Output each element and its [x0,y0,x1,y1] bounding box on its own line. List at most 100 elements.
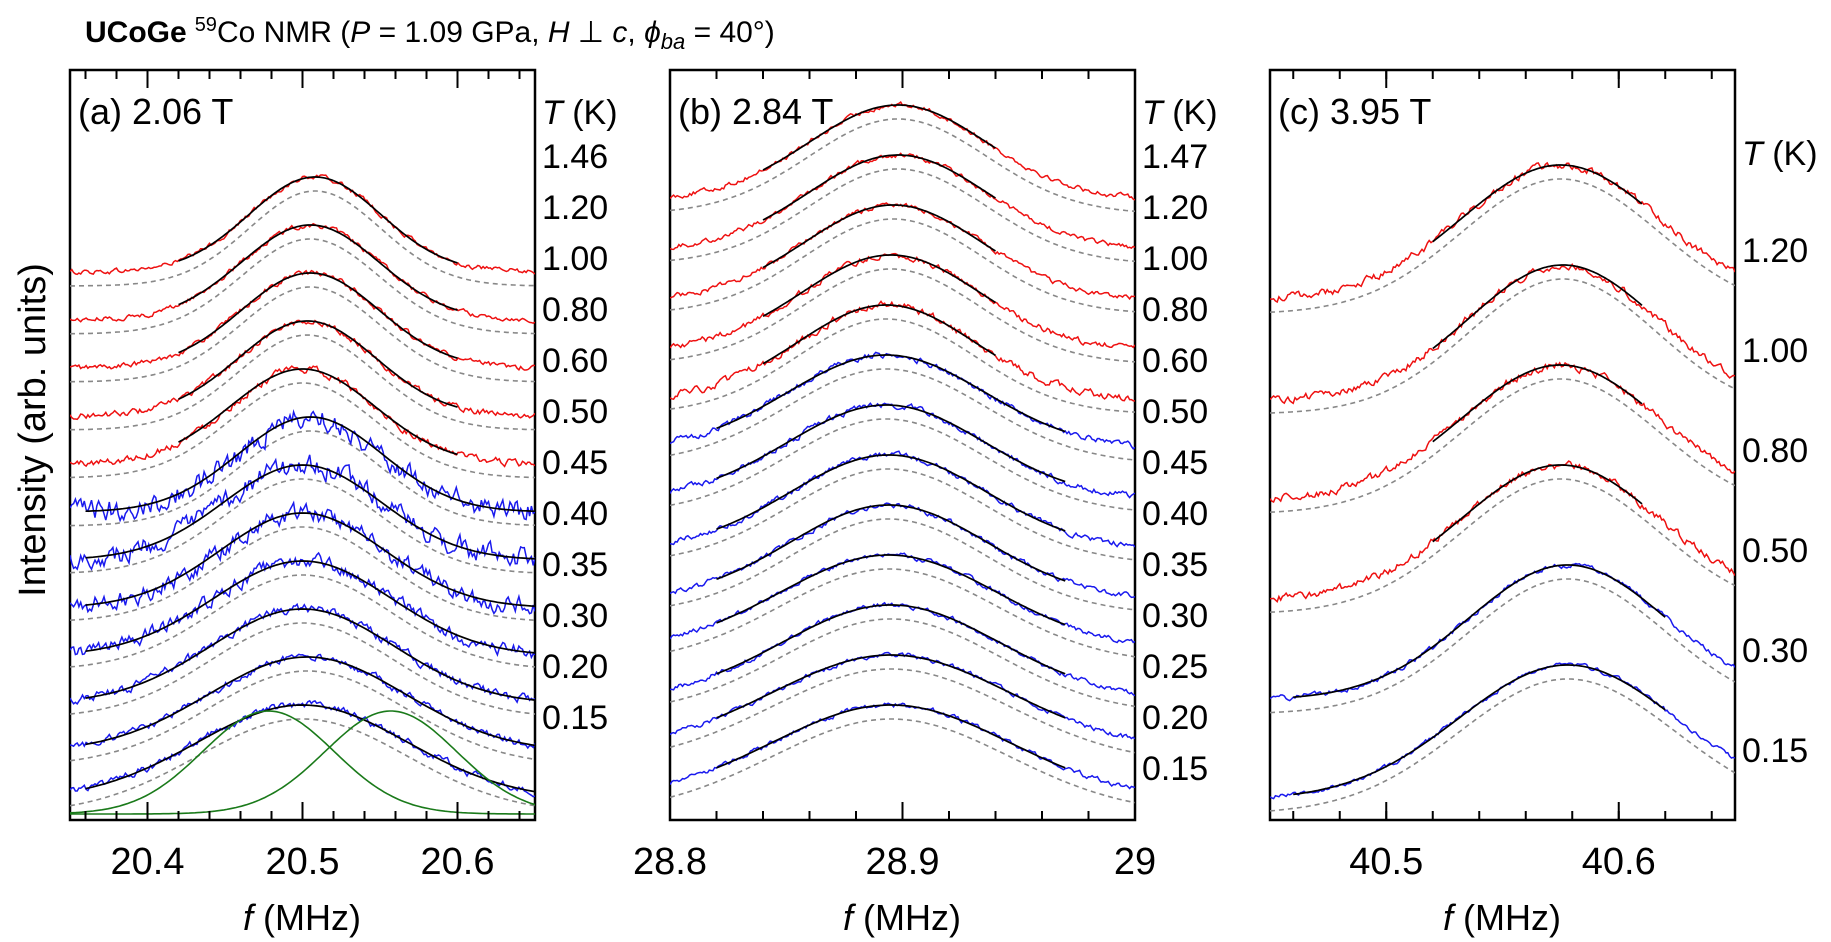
spectrum-trace-a-10 [70,653,535,750]
panel-a: (a) 2.06 T T (K) f (MHz) 20.4 20.5 20.6 1.… [68,68,618,938]
fit-curve-a-2 [178,272,458,360]
fit-curve-b-1 [762,154,996,221]
panel-a-x-axis-label: f (MHz) [243,897,361,938]
guide-curve-b-11 [670,668,1135,754]
spectrum-trace-b-2 [670,202,1135,301]
temp-label-b-4: 0.60 [1142,342,1208,380]
panel-a-tick-labels: 20.4 20.5 20.6 [111,841,495,883]
guide-curve-b-12 [670,718,1135,804]
temp-label-b-5: 0.50 [1142,393,1208,431]
spectrum-trace-a-11 [70,699,535,798]
panel-b-curves [670,101,1135,804]
temp-label-b-9: 0.30 [1142,597,1208,635]
title-compound: UCoGe [85,16,187,49]
temp-label-b-0: 1.47 [1142,138,1208,176]
temp-label-a-9: 0.30 [542,597,608,635]
panel-c-ticks [1292,70,1713,820]
spectrum-trace-a-7 [70,500,535,615]
spectrum-trace-b-12 [670,702,1135,790]
guide-curve-b-0 [670,118,1135,213]
guide-curve-c-3 [1270,478,1735,613]
guide-curve-c-0 [1270,178,1735,313]
panel-c-temp-unit: (K) [1763,135,1818,173]
fit-curve-b-11 [716,654,1066,719]
temp-label-a-8: 0.35 [542,546,608,584]
temp-label-a-3: 0.80 [542,291,608,329]
fit-curve-c-5 [1293,664,1666,796]
temp-label-c-2: 0.80 [1742,432,1808,470]
fit-curve-b-6 [716,404,1066,483]
temp-label-b-2: 1.00 [1142,240,1208,278]
fit-curve-a-10 [85,656,535,747]
guide-curve-c-5 [1270,678,1735,812]
fit-curve-a-5 [85,416,535,513]
spectrum-trace-b-4 [670,300,1135,402]
panel-c: (c) 3.95 T T (K) f (MHz) 40.5 40.6 1.201.… [1268,68,1818,938]
guide-curve-a-3 [70,334,535,431]
guide-curve-c-4 [1270,578,1735,714]
temp-label-a-0: 1.46 [542,138,608,176]
fit-curve-c-4 [1293,564,1666,699]
temp-label-a-4: 0.60 [542,342,608,380]
spectrum-trace-c-2 [1270,361,1735,504]
x-tick-label-c-0: 40.5 [1349,841,1423,883]
guide-curve-b-5 [670,368,1135,461]
fit-curve-a-9 [85,608,535,701]
panel-b-temperature-labels: 1.47 1.20 1.00 0.80 0.60 0.50 0.45 0.40 0.35 0.30… [1142,138,1208,788]
panel-a-temp-symbol: T [542,94,565,132]
panel-b-tick-labels: 28.8 28.9 29 [633,841,1156,883]
fit-curve-a-0 [178,176,458,264]
spectrum-trace-b-1 [670,152,1135,251]
title-phi-value: = 40°) [685,16,775,49]
guide-curve-a-4 [70,382,535,479]
x-tick-label-c-1: 40.6 [1582,841,1656,883]
temp-label-a-2: 1.00 [542,240,608,278]
panel-c-temp-symbol: T [1742,135,1765,173]
spectrum-trace-b-7 [670,450,1135,548]
fit-curve-a-6 [85,464,535,560]
panel-c-x-axis-unit: (MHz) [1453,897,1561,938]
x-tick-label-a-0: 20.4 [111,841,185,883]
fit-curve-c-0 [1432,164,1643,243]
spectrum-trace-b-10 [670,601,1135,697]
panel-a-ticks [84,70,521,820]
fit-curve-b-4 [762,304,996,365]
temp-label-c-5: 0.15 [1742,732,1808,770]
panel-b-temp-unit: (K) [1163,94,1218,132]
guide-curve-a-0 [70,190,535,287]
temp-label-a-7: 0.40 [542,495,608,533]
title-c-symbol: c [612,16,627,49]
fit-curve-a-7 [85,512,535,608]
fit-curve-b-2 [762,204,996,269]
guide-curve-b-8 [670,518,1135,611]
temp-label-b-12: 0.15 [1142,750,1208,788]
guide-curve-a-9 [70,622,535,715]
panel-c-label: (c) 3.95 T [1278,91,1431,132]
panel-a-x-axis-unit: (MHz) [253,897,361,938]
fit-curve-a-3 [178,320,458,408]
spectrum-trace-b-5 [670,351,1135,450]
guide-curve-a-2 [70,286,535,383]
guide-curve-a-7 [70,526,535,621]
guide-curve-c-2 [1270,378,1735,513]
x-tick-label-b-0: 28.8 [633,841,707,883]
title-p-value: = 1.09 GPa, [370,16,548,49]
guide-curve-a-5 [70,430,535,527]
temp-label-c-4: 0.30 [1742,632,1808,670]
panel-b-temp-symbol: T [1142,94,1165,132]
spectrum-trace-c-5 [1270,662,1735,800]
panel-a-frame [68,68,537,822]
panel-b-x-axis-unit: (MHz) [853,897,961,938]
guide-curve-c-1 [1270,278,1735,414]
temp-label-c-3: 0.50 [1742,532,1808,570]
panel-c-x-axis-label: f (MHz) [1443,897,1561,938]
title-h-symbol: H [548,16,570,49]
figure-title: UCoGe 59Co NMR (P = 1.09 GPa, H ⊥ c, ϕba … [85,14,775,54]
x-tick-label-b-1: 28.9 [866,841,940,883]
fit-curve-a-8 [85,560,535,654]
guide-curve-a-11 [70,718,535,807]
temp-label-c-0: 1.20 [1742,232,1808,270]
fit-curve-c-3 [1432,464,1643,543]
temp-label-a-6: 0.45 [542,444,608,482]
spectrum-trace-a-2 [70,269,535,371]
